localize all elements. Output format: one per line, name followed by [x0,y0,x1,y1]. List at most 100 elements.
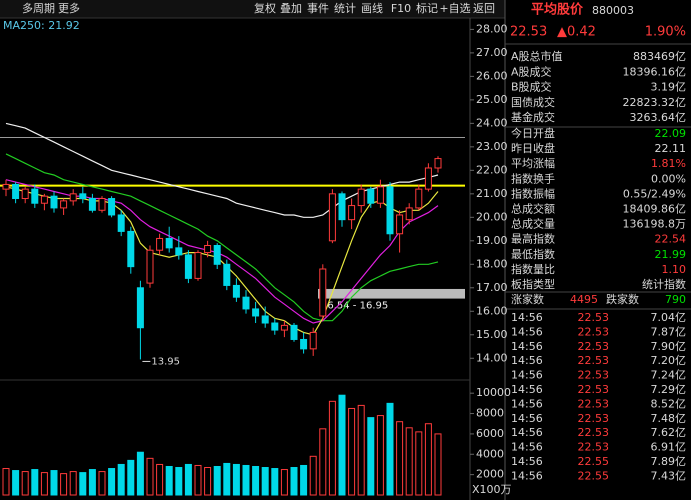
stat-label: 最低指数 [511,247,555,261]
candle-body [300,338,308,350]
volume-bar [290,467,298,496]
candle-body [242,296,250,310]
volume-bar [136,451,144,496]
tick-time: 14:56 [511,369,543,382]
candle-body [367,188,375,204]
toolbar-button[interactable]: 标记 [416,1,438,15]
y-tick-label: 14.00 [476,351,508,364]
stat-value: 18409.86亿 [623,203,687,216]
volume-bar [300,464,308,496]
stat-value: 883469亿 [633,50,686,63]
ma-line [5,186,439,336]
candle-body [434,158,442,169]
quote-pct: 1.90% [645,25,686,40]
volume-tick-label: 4000 [476,447,504,460]
candle-body [396,214,404,235]
volume-bar [376,415,384,496]
tick-time: 14:56 [511,412,543,425]
candle-body [2,183,10,190]
toolbar-button[interactable]: 返回 [473,2,495,15]
volume-bar [213,465,221,496]
tick-price: 22.55 [578,469,610,482]
candle-body [415,188,423,209]
y-tick-label: 27.00 [476,46,508,59]
toolbar-button[interactable]: 统计 [334,2,356,15]
stat-label: 总成交量 [511,217,555,231]
candle-body [204,245,212,254]
volume-bar [40,472,48,496]
stat-value: 18396.16亿 [623,65,687,78]
volume-bar [434,433,442,496]
tick-price: 22.53 [578,369,610,382]
stat-value: 1.10 [662,263,687,276]
ma-legend: MA250: 21.92 [3,19,80,32]
toolbar-button[interactable]: 事件 [307,2,329,15]
volume-bar [309,455,317,496]
volume-bar [223,462,231,496]
stat-value: 22.11 [655,142,687,155]
volume-bar [146,457,154,496]
stat-label: 总成交额 [511,202,555,216]
volume-tick-label: 10000 [476,386,511,399]
volume-bar [280,469,288,496]
toolbar-button[interactable]: 画线 [361,1,383,15]
quote-price: 22.53 [510,25,547,40]
candle-body [309,331,317,350]
candle-body [108,198,116,216]
tick-amount: 8.52亿 [651,397,687,410]
volume-bar [98,471,106,496]
candle-body [319,268,327,317]
volume-unit: X100万 [472,483,512,496]
y-tick-label: 19.00 [476,234,508,247]
toolbar-button[interactable]: +自选 [439,2,470,15]
stat-label: 指数换手 [511,171,555,185]
tick-amount: 7.29亿 [651,383,687,396]
tick-time: 14:56 [511,426,543,439]
toolbar-button[interactable]: 复权 [254,1,276,15]
candle-body [98,198,106,211]
toolbar-button[interactable]: 叠加 [280,2,302,15]
candle-body [280,324,288,331]
gap-box [318,288,465,299]
tick-amount: 7.87亿 [651,325,687,338]
toolbar-item[interactable]: 多周期 [22,1,55,15]
stat-value: 1.81% [651,157,686,170]
volume-bar [21,471,29,496]
candle-body [40,195,48,204]
volume-bar [79,472,87,496]
tick-amount: 6.91亿 [651,441,687,454]
y-tick-label: 23.00 [476,140,508,153]
candle-body [376,186,384,204]
toolbar-button[interactable]: F10 [391,2,411,15]
candle-body [261,315,269,324]
stat-value: 3263.64亿 [630,111,687,124]
volume-bar [175,467,183,496]
candle-body [60,200,68,209]
volume-bar [415,431,423,496]
tick-amount: 7.43亿 [651,469,687,482]
stat-value: 21.99 [655,248,687,261]
toolbar-item[interactable]: 更多 [58,1,80,15]
volume-bar [386,402,394,496]
volume-bar [127,459,135,496]
gap-label: 16.54 - 16.95 [321,301,388,312]
tick-time: 14:56 [511,325,543,338]
toolbar [0,0,505,18]
ma-line [5,179,439,324]
y-tick-label: 16.00 [476,304,508,317]
tick-price: 22.55 [578,455,610,468]
volume-bar [348,407,356,496]
candle-body [223,263,231,286]
y-tick-label: 18.00 [476,257,508,270]
candle-body [117,214,125,232]
candle-body [12,183,20,200]
candle-body [328,193,336,242]
tick-price: 22.53 [578,325,610,338]
tick-amount: 7.90亿 [651,340,687,353]
tick-amount: 7.62亿 [651,426,687,439]
volume-bar [31,469,39,496]
tick-amount: 7.48亿 [651,412,687,425]
breadth-label: 涨家数 [511,292,544,306]
volume-bar [271,468,279,496]
tick-time: 14:56 [511,397,543,410]
